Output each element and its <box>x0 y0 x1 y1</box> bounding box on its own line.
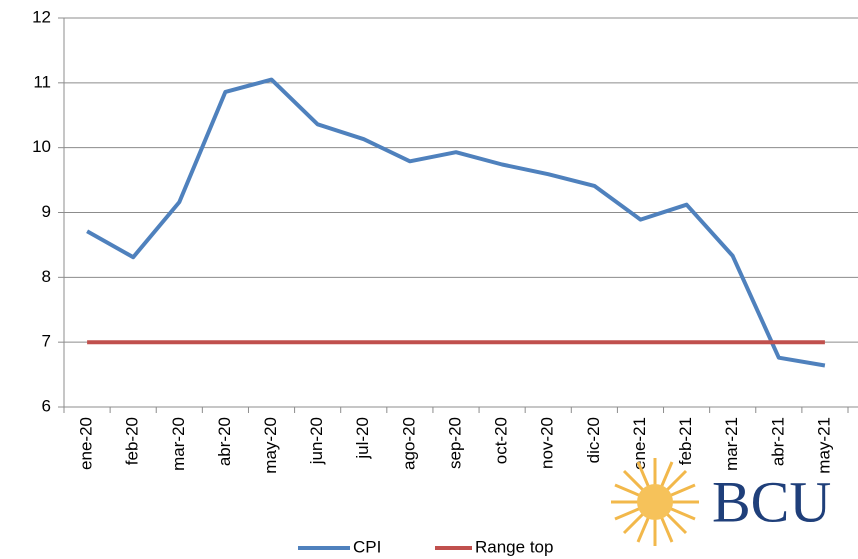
x-tick-label: feb-20 <box>123 417 142 465</box>
x-tick-label: ene-21 <box>630 417 649 470</box>
x-tick-label: abr-21 <box>768 417 787 466</box>
logo-text: BCU <box>712 469 831 534</box>
x-tick-label: dic-20 <box>584 417 603 463</box>
x-tick-label: nov-20 <box>538 417 557 469</box>
x-tick-label: mar-21 <box>722 417 741 471</box>
legend-label: CPI <box>353 537 381 556</box>
y-tick-label: 7 <box>42 332 51 351</box>
logo-sun <box>637 484 673 520</box>
y-tick-label: 11 <box>33 72 51 91</box>
x-tick-label: sep-20 <box>445 417 464 469</box>
x-tick-label: may-21 <box>814 417 833 474</box>
x-tick-label: may-20 <box>261 417 280 474</box>
y-tick-label: 12 <box>32 7 51 26</box>
y-tick-label: 8 <box>42 267 51 286</box>
series-line <box>86 77 826 368</box>
x-tick-label: jun-20 <box>307 417 326 465</box>
x-tick-label: oct-20 <box>492 417 511 464</box>
y-tick-label: 9 <box>42 202 51 221</box>
y-tick-label: 6 <box>42 396 51 415</box>
x-tick-label: feb-21 <box>676 417 695 465</box>
x-tick-label: ene-20 <box>77 417 96 470</box>
legend-label: Range top <box>475 537 553 556</box>
x-tick-label: abr-20 <box>215 417 234 466</box>
x-tick-label: mar-20 <box>169 417 188 471</box>
x-tick-label: jul-20 <box>353 417 372 460</box>
x-tick-label: ago-20 <box>399 417 418 470</box>
logo <box>611 458 699 546</box>
y-tick-label: 10 <box>32 137 51 156</box>
